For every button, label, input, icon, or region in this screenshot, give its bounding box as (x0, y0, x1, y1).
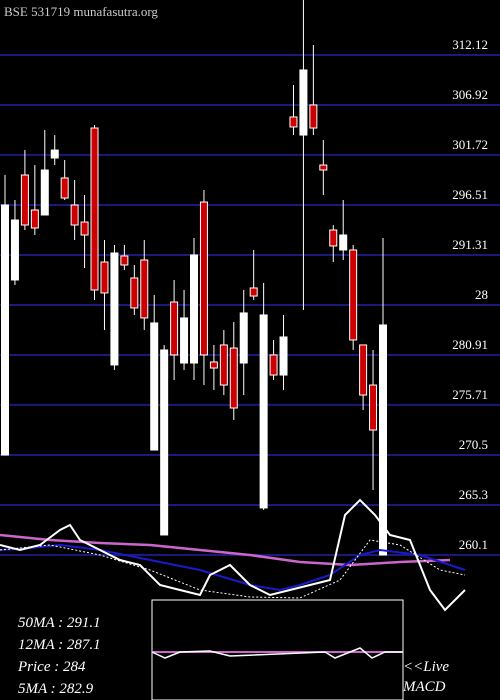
candle-body (319, 164, 328, 171)
candle-body (70, 204, 79, 226)
stat-text: 5MA : 282.9 (18, 681, 94, 697)
ma-line-pink (0, 533, 451, 567)
candle-body (40, 169, 49, 216)
candle-body (80, 221, 89, 236)
candle-body (130, 277, 139, 309)
macd-box (151, 599, 404, 700)
candle-body (229, 347, 238, 409)
candle-body (239, 312, 248, 364)
macd-signal (151, 647, 403, 659)
candle-body (30, 209, 39, 229)
candle-body (339, 234, 348, 251)
candle-body (10, 219, 19, 281)
candle-body (329, 229, 338, 247)
candle-body (289, 116, 298, 128)
candle-body (60, 177, 69, 199)
candle-body (269, 354, 278, 376)
candle-body (209, 361, 218, 369)
candle-body (180, 317, 189, 364)
candle-body (110, 252, 119, 366)
candle-body (219, 344, 228, 386)
candle-body (100, 261, 109, 294)
stat-text: 12MA : 287.1 (18, 637, 101, 653)
y-tick-label: 296.51 (452, 187, 488, 202)
candle-body (120, 255, 129, 266)
candle-body (1, 204, 9, 456)
y-tick-label: 28 (475, 287, 488, 302)
candle-body (20, 174, 29, 226)
price-line (0, 498, 466, 612)
candle-body (379, 324, 387, 556)
candles (1, 0, 387, 556)
candle-body (299, 69, 308, 136)
y-tick-label: 260.1 (459, 537, 488, 552)
stat-text: Price : 284 (17, 659, 86, 675)
candle-body (349, 249, 358, 341)
candle-body (279, 336, 288, 376)
candle-body (90, 127, 99, 291)
y-tick-label: 291.31 (452, 237, 488, 252)
y-tick-label: 312.12 (452, 37, 488, 52)
stat-text: 50MA : 291.1 (18, 615, 101, 631)
candle-body (190, 254, 198, 364)
y-tick-label: 306.92 (452, 87, 488, 102)
candle-body (259, 314, 268, 509)
macd-label: <<Live (403, 659, 449, 675)
candle-body (140, 259, 149, 319)
y-tick-label: 301.72 (452, 137, 488, 152)
candle-body (170, 301, 179, 356)
macd-label: MACD (402, 679, 446, 695)
candle-body (199, 201, 208, 356)
candle-body (249, 287, 258, 297)
candle-body (369, 384, 378, 431)
y-tick-label: 275.71 (452, 387, 488, 402)
candle-body (309, 104, 318, 129)
candle-body (150, 322, 159, 451)
candle-body (359, 344, 368, 396)
candle-body (160, 349, 169, 536)
y-tick-label: 280.91 (452, 337, 488, 352)
y-tick-label: 265.3 (459, 487, 488, 502)
indicator-lines (0, 498, 466, 612)
y-tick-label: 270.5 (459, 437, 488, 452)
chart-title: BSE 531719 munafasutra.org (4, 4, 158, 19)
ma-line-blue (0, 543, 466, 592)
candle-body (50, 149, 59, 159)
ma-line-dotted (0, 539, 466, 599)
